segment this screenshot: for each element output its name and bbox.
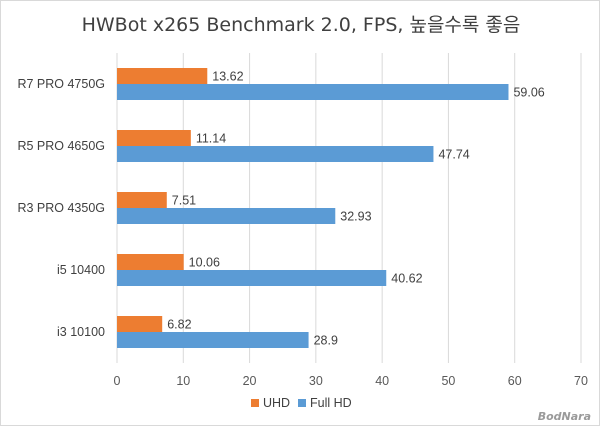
data-label: 28.9 xyxy=(314,334,338,348)
bar-full-hd xyxy=(117,146,434,162)
x-tick-label: 60 xyxy=(508,374,522,388)
data-label: 32.93 xyxy=(340,210,371,224)
legend-label: Full HD xyxy=(310,396,352,410)
data-label: 11.14 xyxy=(196,132,226,146)
x-tick-label: 50 xyxy=(441,374,455,388)
bar-uhd xyxy=(117,254,184,270)
data-label: 6.82 xyxy=(167,318,191,332)
data-label: 40.62 xyxy=(391,272,422,286)
watermark: BodNara xyxy=(538,410,591,423)
category-label: R7 PRO 4750G xyxy=(17,77,105,91)
category-label: R5 PRO 4650G xyxy=(17,139,105,153)
bar-full-hd xyxy=(117,84,509,100)
data-label: 7.51 xyxy=(172,194,196,208)
data-label: 13.62 xyxy=(212,70,243,84)
x-tick-label: 0 xyxy=(114,374,121,388)
bar-full-hd xyxy=(117,332,309,348)
category-labels: R7 PRO 4750G R5 PRO 4650G R3 PRO 4350G i5 1… xyxy=(17,77,105,339)
bar-uhd xyxy=(117,130,191,146)
legend-label: UHD xyxy=(263,396,290,410)
legend-swatch xyxy=(251,399,259,407)
x-tick-label: 40 xyxy=(375,374,389,388)
x-tick-label: 70 xyxy=(574,374,588,388)
bar-full-hd xyxy=(117,270,387,286)
category-label: R3 PRO 4350G xyxy=(17,201,105,215)
data-label: 10.06 xyxy=(189,256,220,270)
x-tick-label: 20 xyxy=(243,374,257,388)
bar-uhd xyxy=(117,192,167,208)
bar-uhd xyxy=(117,316,163,332)
bar-full-hd xyxy=(117,208,336,224)
x-tick-label: 30 xyxy=(309,374,323,388)
bar-uhd xyxy=(117,68,208,84)
x-tick-label: 10 xyxy=(176,374,190,388)
x-axis-ticks: 0 10 20 30 40 50 60 70 xyxy=(114,374,588,388)
chart-title: HWBot x265 Benchmark 2.0, FPS, 높을수록 좋음 xyxy=(82,14,521,36)
category-label: i5 10400 xyxy=(57,263,105,277)
data-label: 47.74 xyxy=(438,148,469,162)
category-label: i3 10100 xyxy=(57,325,105,339)
data-label: 59.06 xyxy=(513,86,544,100)
data-labels: 13.62 59.06 11.14 47.74 7.51 32.93 10.06 40.62 6… xyxy=(167,70,545,348)
legend-swatch xyxy=(298,399,306,407)
bars xyxy=(117,68,509,348)
legend: UHD Full HD xyxy=(251,396,352,410)
